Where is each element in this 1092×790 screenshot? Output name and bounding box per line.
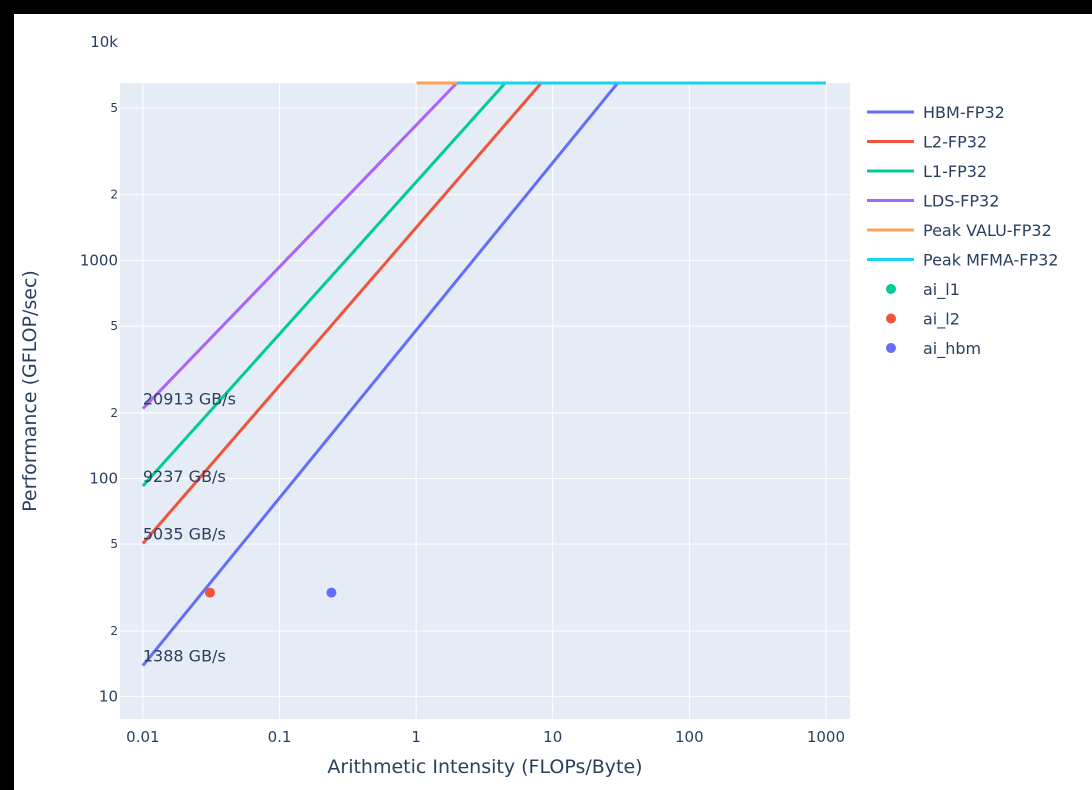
marker-ai-hbm: [326, 587, 337, 598]
legend-item-hbm-fp32[interactable]: HBM-FP32: [867, 103, 1005, 122]
series-line-l2-fp32: [141, 82, 543, 545]
x-tick-label: 0.1: [268, 728, 292, 746]
legend-item-l2-fp32[interactable]: L2-FP32: [867, 133, 987, 152]
y-minor-tick-label: 2: [110, 624, 118, 638]
y-axis-title: Performance (GFLOP/sec): [19, 270, 41, 512]
series-line-l1-fp32: [141, 81, 507, 488]
annotation-label: 20913 GB/s: [143, 390, 236, 409]
legend-label: L2-FP32: [923, 133, 987, 152]
y-tick-label: 10k: [90, 33, 118, 51]
x-tick-label: 1: [411, 728, 421, 746]
y-minor-tick-label: 2: [110, 188, 118, 202]
legend-swatch: [886, 284, 896, 294]
series-lines: [141, 81, 826, 667]
y-minor-tick-label: 5: [110, 537, 118, 551]
y-tick-label: 100: [89, 470, 118, 488]
legend-item-ai-l1[interactable]: ai_l1: [886, 280, 960, 300]
legend-item-peak-mfma-fp32[interactable]: Peak MFMA-FP32: [867, 251, 1058, 270]
legend-item-l1-fp32[interactable]: L1-FP32: [867, 162, 987, 181]
legend-item-ai-l2[interactable]: ai_l2: [886, 310, 960, 330]
legend-label: Peak VALU-FP32: [923, 221, 1052, 240]
y-tick-label: 1000: [80, 251, 118, 269]
legend-label: ai_l2: [923, 310, 960, 330]
annotation-label: 9237 GB/s: [143, 467, 226, 486]
legend-label: Peak MFMA-FP32: [923, 251, 1058, 270]
annotations: 41506 GFLOP/s21080 GFLOP/s20913 GB/s9237…: [143, 390, 236, 666]
y-minor-tick-label: 5: [110, 101, 118, 115]
roofline-chart: 41506 GFLOP/s21080 GFLOP/s20913 GB/s9237…: [14, 14, 1092, 790]
legend-item-ai-hbm[interactable]: ai_hbm: [886, 339, 981, 359]
legend-label: LDS-FP32: [923, 192, 999, 211]
series-line-lds-fp32: [141, 81, 458, 410]
marker-ai-l2: [205, 587, 216, 598]
legend-swatch: [886, 343, 896, 353]
legend[interactable]: HBM-FP32 L2-FP32 L1-FP32 LDS-FP32 Peak VALU-…: [867, 103, 1058, 359]
data-markers: [205, 587, 337, 598]
y-minor-tick-label: 2: [110, 406, 118, 420]
y-minor-tick-label: 5: [110, 319, 118, 333]
chart-svg: 41506 GFLOP/s21080 GFLOP/s20913 GB/s9237…: [19, 33, 1058, 778]
legend-item-lds-fp32[interactable]: LDS-FP32: [867, 192, 999, 211]
y-tick-label: 10: [99, 688, 118, 706]
legend-item-peak-valu-fp32[interactable]: Peak VALU-FP32: [867, 221, 1052, 240]
legend-label: ai_l1: [923, 280, 960, 300]
annotation-label: 5035 GB/s: [143, 525, 226, 544]
axis-ticks: 0.01 0.1 1 10 100 1000 10 100 1000 10k 2 5 2 5 2 5: [80, 33, 845, 746]
annotation-label: 1388 GB/s: [143, 647, 226, 666]
x-tick-label: 100: [675, 728, 704, 746]
series-line-hbm-fp32: [141, 82, 619, 667]
x-axis-title: Arithmetic Intensity (FLOPs/Byte): [327, 756, 642, 778]
legend-swatch: [886, 313, 896, 324]
legend-label: L1-FP32: [923, 162, 987, 181]
grid-lines: [120, 41, 850, 719]
legend-label: ai_hbm: [923, 339, 981, 359]
plot-area: [120, 83, 850, 719]
legend-label: HBM-FP32: [923, 103, 1005, 122]
x-tick-label: 0.01: [126, 728, 159, 746]
x-tick-label: 1000: [807, 728, 845, 746]
x-tick-label: 10: [543, 728, 562, 746]
